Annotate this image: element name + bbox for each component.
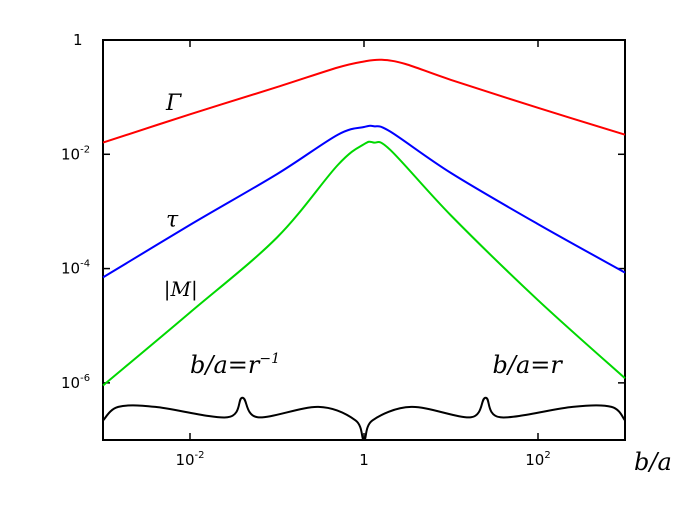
axis-ticks: [103, 39, 625, 440]
curve-label: |M|: [164, 277, 198, 302]
annotation-sup: −1: [259, 351, 280, 367]
y-tick-base: 1: [73, 31, 83, 49]
y-tick-base: 10: [61, 260, 80, 278]
annotation: b/a=r−1: [190, 351, 280, 379]
series-line-1: [102, 124, 626, 279]
series-lines: [102, 58, 626, 387]
x-tick-base: 10: [525, 451, 544, 469]
y-tick-base: 10: [61, 145, 80, 163]
curve-label: τ: [166, 207, 179, 232]
y-tick-label: 10-4: [61, 259, 90, 278]
y-tick-exp: -4: [80, 259, 90, 270]
x-tick-base: 1: [359, 451, 369, 469]
annotation-main: b/a=r: [493, 351, 564, 379]
y-tick-label: 10-6: [61, 373, 90, 392]
annotation: b/a=r: [493, 351, 564, 379]
y-tick-exp: -2: [80, 144, 90, 155]
plot-frame: [102, 39, 626, 441]
x-tick-label: 10-2: [175, 450, 204, 469]
x-tick-exp: 2: [544, 450, 550, 461]
x-tick-label: 102: [525, 450, 550, 469]
reference-curve: [102, 396, 626, 442]
annotation-main: b/a=r: [190, 351, 261, 379]
y-tick-label: 1: [73, 31, 83, 49]
y-tick-base: 10: [61, 374, 80, 392]
x-tick-exp: -2: [195, 450, 205, 461]
series-line-0: [102, 58, 626, 144]
annotations: b/a=r−1 b/a=r: [190, 351, 563, 379]
curve-labels: Γτ |M|: [164, 91, 198, 302]
x-tick-base: 10: [175, 451, 194, 469]
x-tick-label: 1: [359, 451, 369, 469]
y-tick-label: 10-2: [61, 144, 90, 163]
series-line-2: [102, 140, 626, 387]
y-tick-exp: -6: [80, 373, 90, 384]
x-axis-label: b/a: [634, 448, 672, 476]
curve-label: Γ: [165, 91, 182, 116]
